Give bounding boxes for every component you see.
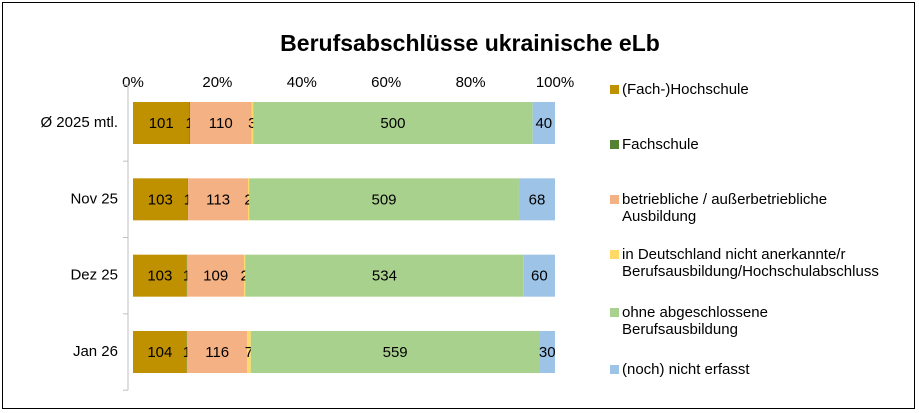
legend-swatch [610, 250, 619, 259]
legend-label: Fachschule [622, 136, 699, 153]
data-label: 1 [186, 115, 194, 132]
bar-segment [133, 102, 190, 144]
bar-segment [532, 102, 555, 144]
bar-segment [133, 178, 188, 221]
bar-segment [133, 254, 187, 297]
data-label: 104 [147, 344, 172, 361]
legend-swatch [610, 140, 619, 149]
legend-item: (noch) nicht erfasst [610, 361, 880, 378]
bar-segment [188, 178, 249, 221]
data-label: 68 [529, 191, 546, 208]
data-label: 500 [380, 115, 405, 132]
legend-label: ohne abgeschlossene Berufsausbildung [622, 304, 768, 338]
x-tick-label: 60% [371, 74, 401, 91]
data-label: 60 [531, 268, 548, 285]
legend-swatch [610, 85, 619, 94]
legend-item: betriebliche / außerbetriebliche Ausbild… [610, 191, 880, 225]
data-label: 534 [372, 268, 397, 285]
bar-segment [186, 331, 188, 373]
data-label: 1 [183, 268, 191, 285]
legend-swatch [610, 308, 619, 317]
data-label: 40 [535, 115, 552, 132]
legend-label: betriebliche / außerbetriebliche Ausbild… [622, 191, 828, 225]
y-tick-label: Dez 25 [70, 267, 118, 284]
data-label: 30 [539, 344, 556, 361]
bar-segment [248, 178, 250, 221]
data-label: 2 [240, 268, 248, 285]
legend-label: (Fach-)Hochschule [622, 81, 749, 98]
y-tick-label: Jan 26 [73, 343, 118, 360]
data-label: 559 [383, 344, 408, 361]
legend-item: Fachschule [610, 136, 880, 153]
legend-item: (Fach-)Hochschule [610, 81, 880, 98]
legend-item: ohne abgeschlossene Berufsausbildung [610, 304, 880, 338]
data-label: 103 [147, 268, 172, 285]
data-label: 1 [184, 191, 192, 208]
data-label: 113 [206, 191, 230, 208]
x-tick-label: 40% [287, 74, 317, 91]
data-label: 509 [372, 191, 397, 208]
chart-title: Berufsabschlüsse ukrainische eLb [280, 30, 660, 56]
legend-label: in Deutschland nicht anerkannte/r Berufs… [622, 246, 879, 280]
data-label: 2 [244, 191, 252, 208]
bar-segment [539, 331, 555, 373]
data-label: 109 [203, 268, 228, 285]
data-label: 101 [149, 115, 174, 132]
legend-item: in Deutschland nicht anerkannte/r Berufs… [610, 246, 880, 280]
y-tick-label: Nov 25 [70, 190, 118, 207]
bar-segment [187, 331, 248, 373]
y-tick-label: Ø 2025 mtl. [40, 114, 118, 131]
x-tick-label: 0% [122, 74, 144, 91]
bar-segment [253, 102, 533, 144]
bar-segment [186, 254, 188, 297]
data-label: 7 [245, 344, 253, 361]
bar-segment [250, 331, 540, 373]
data-label: 116 [205, 344, 229, 361]
bar-segment [190, 102, 252, 144]
x-tick-label: 100% [536, 74, 574, 91]
bar-segment [523, 254, 555, 297]
data-label: 3 [248, 115, 256, 132]
bar-segment [249, 178, 519, 221]
bar-segment [244, 254, 246, 297]
x-tick-label: 80% [456, 74, 486, 91]
bar-segment [187, 254, 245, 297]
bar-segment [251, 102, 254, 144]
bar-segment [518, 178, 555, 221]
legend-swatch [610, 365, 619, 374]
data-label: 103 [148, 191, 173, 208]
bar-segment [189, 102, 191, 144]
x-tick-label: 20% [202, 74, 232, 91]
bar-segment [187, 178, 189, 221]
bar-segment [133, 331, 187, 373]
chart-border [2, 2, 915, 409]
bar-segment [245, 254, 524, 297]
data-label: 1 [183, 344, 191, 361]
bar-segment [247, 331, 251, 373]
legend-swatch [610, 195, 619, 204]
data-label: 110 [209, 115, 233, 132]
legend-label: (noch) nicht erfasst [622, 361, 750, 378]
